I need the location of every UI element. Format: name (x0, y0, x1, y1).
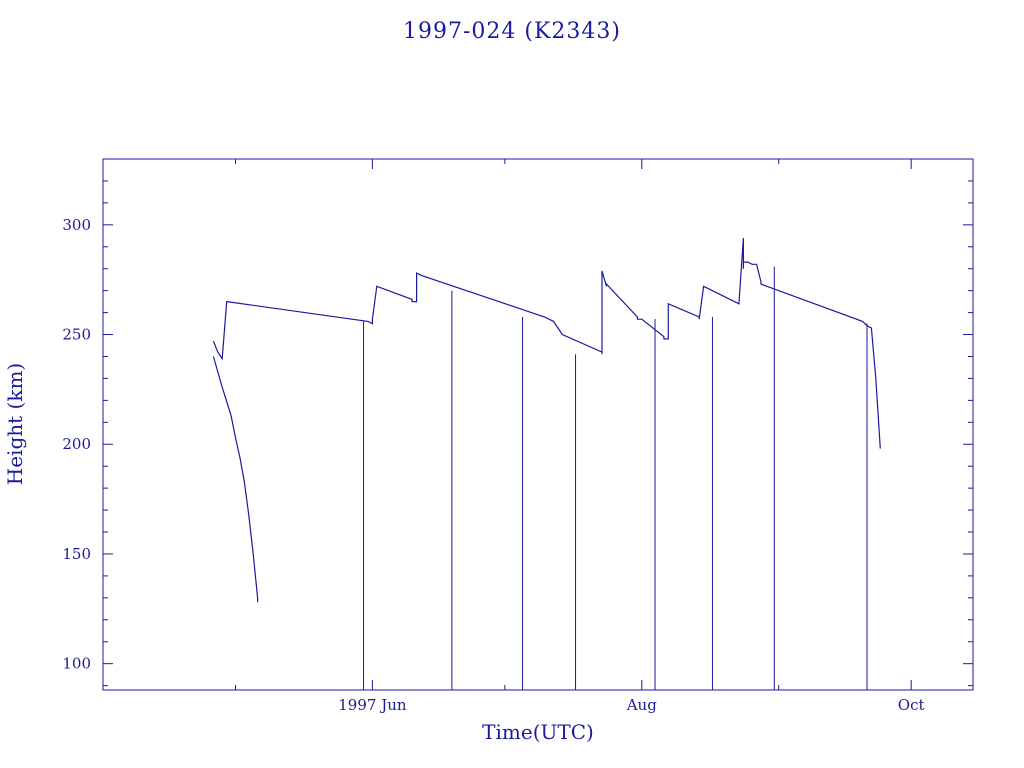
series-line-1 (212, 356, 259, 603)
plot-frame (102, 158, 974, 691)
y-axis-title: Height (km) (3, 363, 27, 485)
series-layer (212, 237, 881, 690)
y-tick-label: 150 (62, 545, 91, 563)
y-tick-label: 300 (62, 216, 91, 234)
x-tick-label: 1997 Jun (338, 696, 407, 714)
y-tick-label: 250 (62, 326, 91, 344)
x-axis-title: Time(UTC) (482, 720, 594, 744)
x-tick-label: Aug (626, 696, 657, 714)
axis-ticks (103, 158, 973, 690)
tick-labels: 100 150 200 250 300 1997 Jun Aug Oct (62, 216, 924, 714)
chart-title: 1997-024 (K2343) (403, 19, 621, 44)
y-tick-label: 100 (62, 655, 91, 673)
y-tick-label: 200 (62, 435, 91, 453)
x-tick-label: Oct (898, 696, 925, 714)
series-line-2 (212, 237, 881, 449)
